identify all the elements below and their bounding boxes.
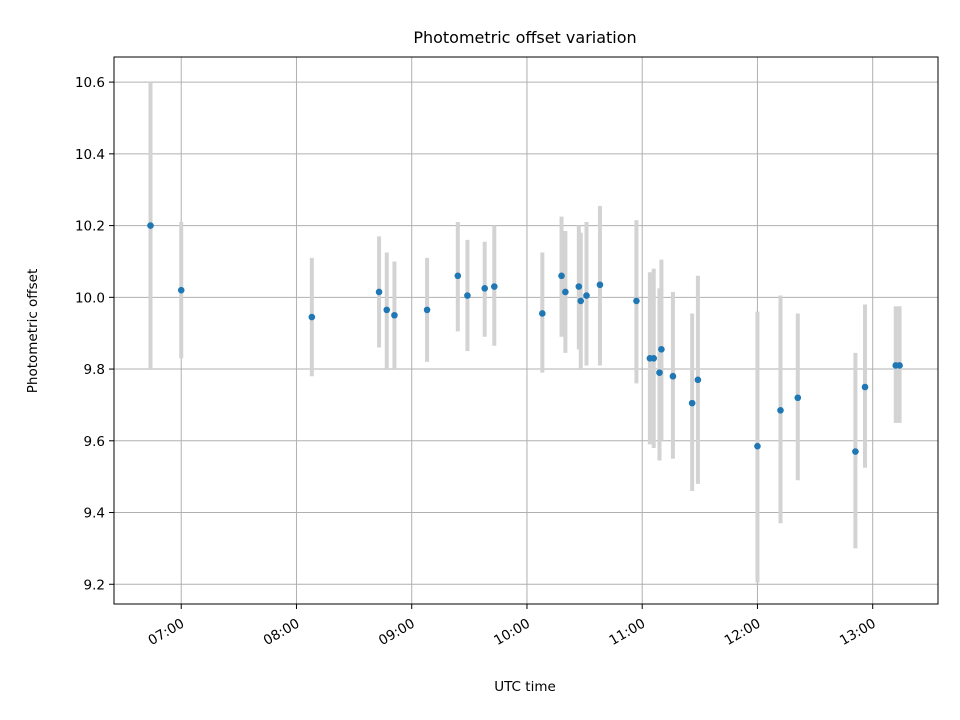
data-point	[852, 448, 859, 455]
data-point	[558, 272, 565, 280]
data-point	[777, 407, 784, 414]
chart-title: Photometric offset variation	[413, 28, 636, 47]
y-tick-label: 9.6	[84, 434, 105, 450]
data-point	[658, 346, 665, 353]
y-axis-ticks: 9.2 9.4 9.6 9.8 10.0 10.2 10.4 10.6	[75, 75, 114, 593]
plot-frame	[113, 56, 939, 605]
data-point	[391, 311, 398, 319]
data-points	[147, 222, 903, 455]
y-tick-label: 9.4	[84, 506, 105, 522]
data-point	[423, 306, 431, 314]
data-point	[539, 310, 546, 317]
data-point	[308, 313, 316, 321]
data-point	[861, 383, 869, 391]
y-axis-label: Photometric offset	[25, 269, 41, 393]
data-point	[454, 272, 462, 280]
data-point	[383, 306, 391, 314]
y-tick-label: 9.2	[84, 577, 105, 593]
data-point	[596, 281, 604, 289]
data-point	[577, 297, 585, 305]
data-point	[688, 399, 696, 407]
data-point	[694, 376, 702, 384]
y-tick-label: 10.2	[75, 219, 105, 235]
data-point	[177, 286, 185, 294]
data-point	[481, 285, 489, 292]
data-point	[896, 362, 903, 369]
x-axis-label: UTC time	[494, 679, 556, 695]
y-tick-label: 10.4	[75, 147, 105, 163]
data-point	[147, 222, 154, 229]
data-point	[656, 369, 663, 376]
y-tick-label: 10.0	[75, 290, 105, 306]
data-point	[464, 292, 471, 299]
data-point	[575, 283, 583, 290]
data-point	[794, 394, 802, 402]
y-tick-label: 9.8	[84, 362, 105, 378]
y-tick-label: 10.6	[75, 75, 105, 91]
data-point	[633, 297, 640, 305]
data-point	[562, 288, 569, 296]
data-point	[754, 442, 761, 450]
data-point	[583, 292, 590, 299]
data-point	[375, 288, 383, 296]
data-point	[650, 354, 658, 362]
data-point	[669, 372, 677, 380]
data-point	[491, 283, 498, 290]
